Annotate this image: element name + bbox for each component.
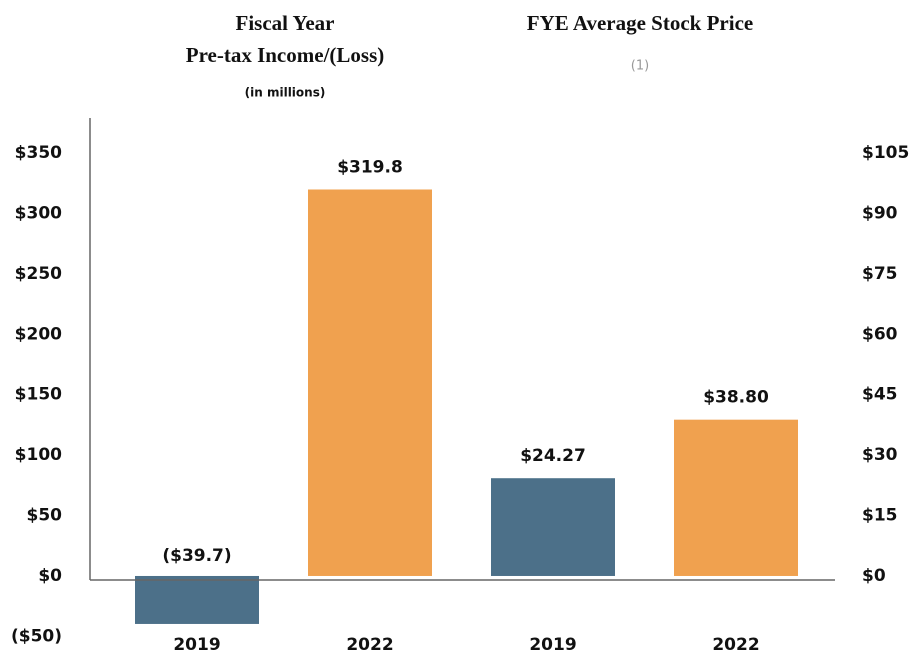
y2-tick-label: $0 xyxy=(862,566,886,586)
bar xyxy=(674,419,798,576)
chart-title: Pre-tax Income/(Loss) xyxy=(186,43,385,67)
y2-tick-label: $15 xyxy=(862,506,898,526)
y-tick-label: ($50) xyxy=(11,626,62,646)
y-tick-label: $150 xyxy=(15,385,62,405)
bar xyxy=(135,575,259,624)
y2-tick-label: $60 xyxy=(862,324,898,344)
y2-tick-label: $105 xyxy=(862,143,909,163)
chart-subtitle: (in millions) xyxy=(245,86,326,100)
x-tick-label: 2022 xyxy=(346,635,393,654)
y2-tick-label: $30 xyxy=(862,445,898,465)
y-tick-label: $0 xyxy=(38,566,62,586)
y-tick-label: $350 xyxy=(15,143,62,163)
x-tick-label: 2019 xyxy=(173,635,220,654)
y-tick-label: $250 xyxy=(15,264,62,284)
chart-title: FYE Average Stock Price xyxy=(527,11,753,35)
value-label: $319.8 xyxy=(337,157,403,177)
chart-title: Fiscal Year xyxy=(236,11,335,35)
value-label: ($39.7) xyxy=(162,546,231,566)
value-label: $24.27 xyxy=(520,446,586,466)
y-tick-label: $300 xyxy=(15,203,62,223)
y-tick-label: $200 xyxy=(15,324,62,344)
y-tick-label: $100 xyxy=(15,445,62,465)
y2-tick-label: $45 xyxy=(862,385,898,405)
chart-subtitle: (1) xyxy=(631,59,649,74)
bar xyxy=(491,478,615,576)
y2-tick-label: $75 xyxy=(862,264,898,284)
x-tick-label: 2019 xyxy=(529,635,576,654)
bar xyxy=(308,189,432,576)
y2-tick-label: $90 xyxy=(862,203,898,223)
y-tick-label: $50 xyxy=(27,506,63,526)
x-tick-label: 2022 xyxy=(712,635,759,654)
value-label: $38.80 xyxy=(703,388,769,408)
